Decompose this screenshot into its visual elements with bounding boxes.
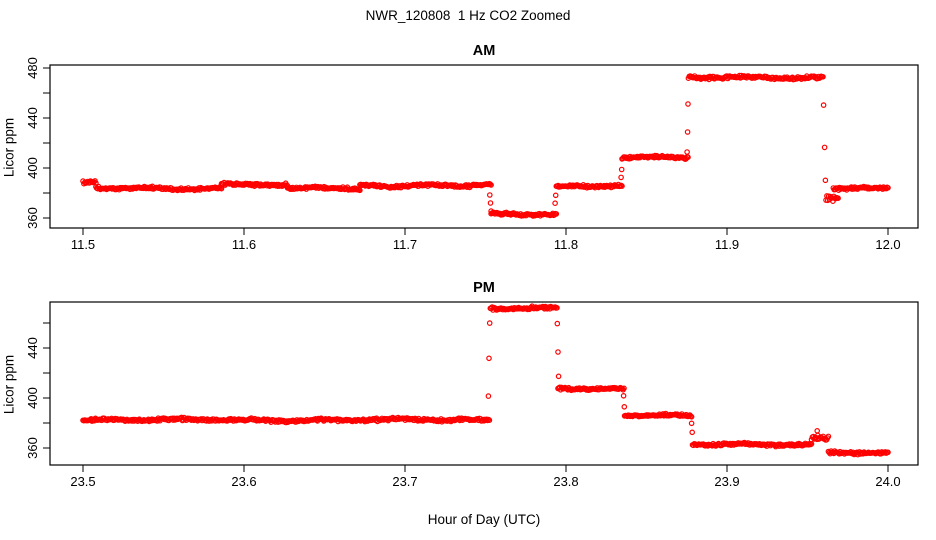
y-tick-label: 400 (25, 157, 40, 179)
x-tick-label: 11.5 (71, 237, 95, 252)
pm-panel: 23.5 23.6 23.7 23.8 23.9 24.0 360 400 440 (25, 301, 919, 489)
x-tick-label: 23.6 (231, 474, 256, 489)
x-tick-label: 23.5 (70, 474, 95, 489)
x-tick-label: 23.7 (392, 474, 417, 489)
transition-point (555, 373, 562, 380)
transition-point (814, 427, 821, 434)
x-tick-label: 11.7 (393, 237, 417, 252)
transition-point (684, 149, 690, 155)
x-tick-label: 11.8 (554, 237, 578, 252)
figure-title: NWR_120808 1 Hz CO2 Zoomed (365, 8, 571, 23)
transition-point (486, 192, 493, 198)
x-tick-label: 11.9 (715, 237, 739, 252)
transition-point (487, 200, 494, 206)
y-tick-label: 440 (25, 337, 40, 359)
transition-point (821, 144, 828, 151)
transition-point (555, 349, 561, 355)
am-plot-box (49, 64, 919, 229)
y-tick-label: 440 (25, 107, 40, 129)
x-tick-label: 24.0 (875, 474, 900, 489)
transition-point (552, 192, 559, 199)
transition-point (486, 320, 493, 326)
transition-point (554, 320, 561, 327)
transition-point (618, 166, 625, 173)
transition-point (618, 174, 624, 181)
x-tick-label: 23.9 (714, 474, 739, 489)
transition-point (485, 393, 492, 399)
am-data-points (80, 72, 891, 219)
am-panel-title: AM (472, 43, 496, 59)
transition-point (688, 420, 695, 427)
transition-point (620, 392, 627, 399)
transition-point (486, 355, 492, 362)
x-tick-label: 12.0 (875, 237, 900, 252)
y-tick-label: 360 (25, 207, 40, 229)
transition-point (552, 200, 558, 207)
am-panel: 11.5 11.6 11.7 11.8 11.9 12.0 360 400 440 480 (25, 57, 919, 252)
transition-point (684, 129, 691, 135)
transition-point (822, 177, 829, 184)
transition-point (488, 208, 494, 214)
x-tick-label: 23.8 (553, 474, 578, 489)
x-tick-label: 11.6 (232, 237, 256, 252)
pm-panel-title: PM (473, 280, 495, 296)
pm-data-points (80, 303, 891, 458)
transition-point (820, 102, 827, 108)
y-tick-label: 360 (25, 437, 40, 459)
x-axis-label: Hour of Day (UTC) (427, 512, 541, 527)
transition-point (689, 429, 696, 436)
y-tick-label: 400 (25, 387, 40, 409)
transition-point (685, 101, 691, 107)
y-tick-label: 480 (25, 57, 40, 79)
transition-point (621, 403, 628, 410)
pm-plot-box (49, 301, 919, 466)
